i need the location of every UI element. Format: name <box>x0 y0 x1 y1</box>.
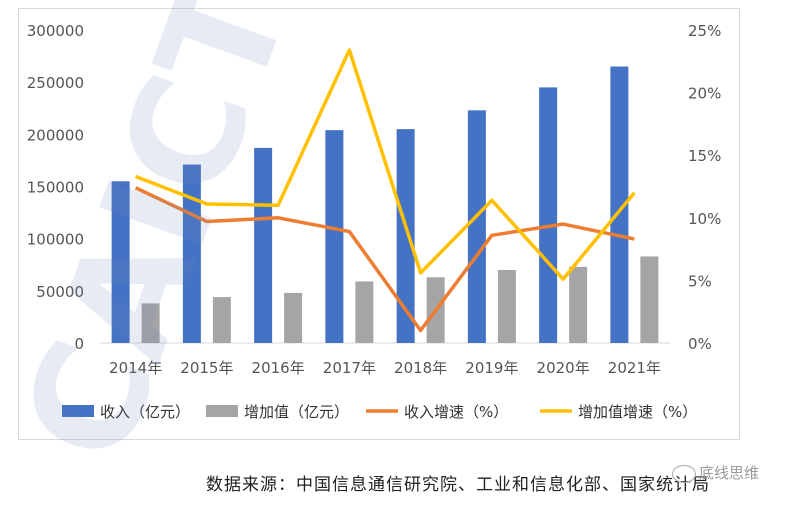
right-axis-tick-label: 20% <box>688 85 721 103</box>
right-axis-tick-label: 10% <box>688 210 721 228</box>
right-axis-tick-label: 5% <box>688 272 712 290</box>
value-added-bar <box>284 292 303 343</box>
value-added-bar <box>497 269 516 343</box>
value-added-bar <box>569 266 588 343</box>
brand-text: 底线思维 <box>699 464 760 482</box>
revenue-bar <box>396 129 415 343</box>
x-axis-tick-label: 2015年 <box>180 359 233 377</box>
revenue-bar <box>111 181 130 343</box>
legend-label: 增加值（亿元） <box>244 403 349 421</box>
left-axis-tick-label: 300000 <box>27 22 84 40</box>
left-axis-tick-label: 200000 <box>27 126 84 144</box>
revenue-bar <box>182 164 201 343</box>
left-axis-tick-label: 150000 <box>27 179 84 197</box>
right-axis-tick-label: 25% <box>688 22 721 40</box>
x-axis-tick-label: 2019年 <box>465 359 518 377</box>
legend-swatch <box>62 405 94 417</box>
right-axis-tick-label: 0% <box>688 335 712 353</box>
revenue-bar <box>539 87 558 343</box>
left-axis-tick-label: 50000 <box>36 283 84 301</box>
legend-swatch <box>206 405 238 417</box>
value-added-bar <box>212 297 231 343</box>
revenue-bar <box>610 66 629 344</box>
left-axis-tick-label: 0 <box>74 335 84 353</box>
x-axis-tick-label: 2014年 <box>109 359 162 377</box>
x-axis-tick-label: 2020年 <box>537 359 590 377</box>
brand-label: 底线思维 <box>672 462 759 483</box>
chart-frame <box>18 8 740 440</box>
x-axis-tick-label: 2017年 <box>323 359 376 377</box>
legend-label: 收入（亿元） <box>100 403 190 421</box>
left-axis-tick-label: 250000 <box>27 74 84 92</box>
x-axis-tick-label: 2016年 <box>252 359 305 377</box>
legend-label: 收入增速（%） <box>404 403 508 421</box>
legend-label: 增加值增速（%） <box>578 403 697 421</box>
revenue-bar <box>325 130 344 343</box>
source-note: 数据来源：中国信息通信研究院、工业和信息化部、国家统计局 <box>206 475 710 495</box>
x-axis-tick-label: 2021年 <box>608 359 661 377</box>
revenue-bar <box>254 147 273 343</box>
wechat-icon <box>672 464 696 483</box>
x-axis-tick-label: 2018年 <box>394 359 447 377</box>
value-added-bar <box>355 281 374 343</box>
revenue-growth-line <box>134 186 635 333</box>
value-added-bar <box>141 303 160 343</box>
value-added-growth-line <box>134 48 636 281</box>
value-added-bar <box>640 256 659 343</box>
revenue-bar <box>467 110 486 343</box>
left-axis-tick-label: 100000 <box>27 231 84 249</box>
right-axis-tick-label: 15% <box>688 147 721 165</box>
